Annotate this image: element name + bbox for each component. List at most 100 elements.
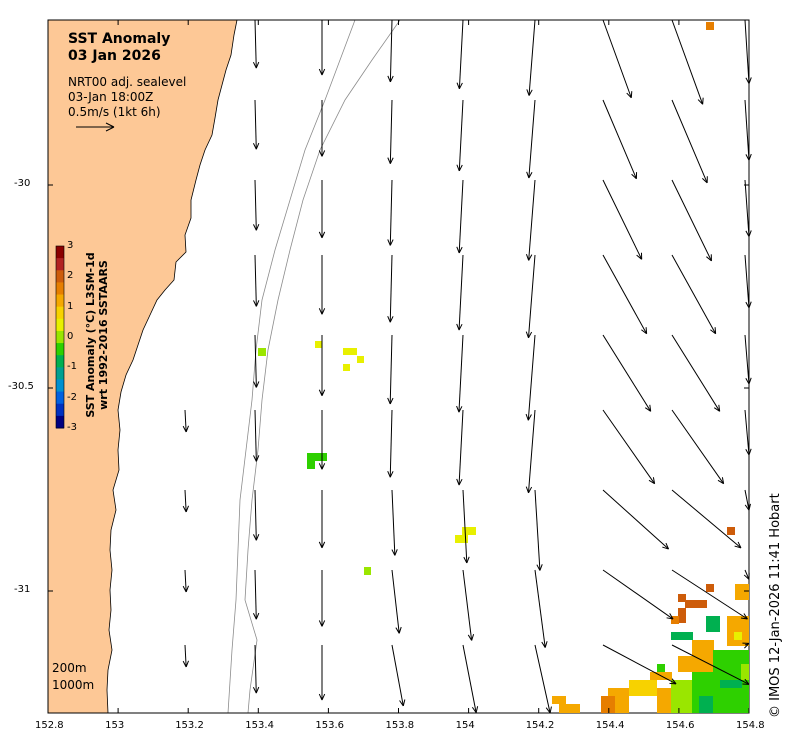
anomaly-cell	[343, 348, 357, 355]
current-arrow	[387, 334, 394, 405]
timestamp-label: 03-Jan 18:00Z	[68, 90, 154, 104]
anomaly-cell	[685, 600, 707, 608]
current-arrow	[742, 642, 750, 649]
current-arrow	[744, 254, 752, 309]
current-arrow	[318, 335, 326, 396]
anomaly-cell	[601, 696, 615, 713]
colorbar-tick-label: 0	[67, 331, 74, 342]
current-vectors	[182, 19, 752, 714]
anomaly-cell	[315, 341, 322, 348]
anomaly-cell	[706, 22, 714, 30]
colorbar-segment	[56, 391, 64, 405]
anomaly-cell	[678, 594, 686, 602]
anomaly-cell	[678, 608, 686, 623]
anomaly-cell	[258, 348, 266, 356]
current-arrow	[318, 100, 326, 157]
colorbar-segment	[56, 294, 64, 308]
current-arrow	[462, 644, 479, 713]
current-arrow	[671, 99, 708, 184]
current-arrow	[534, 644, 552, 714]
colorbar-tick-label: -3	[67, 422, 77, 433]
current-arrow	[318, 570, 326, 627]
current-arrow	[391, 489, 398, 556]
x-tick-label: 154	[455, 720, 475, 731]
anomaly-cell	[307, 453, 327, 461]
current-arrow	[602, 254, 648, 335]
current-arrow	[744, 409, 752, 456]
current-arrow	[318, 180, 326, 239]
credit-text: © IMOS 12-Jan-2026 11:41 Hobart	[768, 493, 783, 718]
current-arrow	[525, 334, 536, 421]
anomaly-cell	[671, 616, 679, 624]
current-arrow	[456, 19, 464, 90]
anomaly-cell	[671, 632, 693, 640]
current-arrow	[602, 334, 652, 412]
anomaly-cell	[741, 664, 749, 680]
y-tick-label: -30.5	[8, 381, 34, 392]
isobath-200m	[227, 19, 356, 714]
anomaly-cell	[462, 527, 476, 535]
anomaly-cell	[706, 616, 720, 632]
anomaly-cell	[727, 616, 749, 646]
current-arrow	[744, 19, 752, 84]
map-title: SST Anomaly	[68, 31, 171, 47]
current-arrow	[318, 255, 326, 315]
current-arrow	[387, 409, 394, 478]
scale-arrow	[76, 122, 115, 132]
current-arrow	[671, 334, 721, 412]
x-tick-label: 154.2	[525, 720, 555, 731]
current-arrow	[253, 334, 260, 388]
isobath-label-1000m: 1000m	[52, 678, 95, 692]
current-arrow	[462, 489, 470, 564]
anomaly-cell	[559, 704, 580, 713]
colorbar-segment	[56, 330, 64, 344]
y-tick-label: -31	[14, 584, 31, 595]
colorbar-tick-label: 1	[67, 300, 74, 312]
anomaly-cell	[657, 688, 671, 713]
colorbar-segment	[56, 258, 64, 271]
current-arrow	[602, 409, 656, 485]
current-arrow	[253, 409, 260, 462]
current-arrow	[253, 179, 260, 231]
colorbar-tick-label: 3	[67, 240, 74, 251]
current-arrow	[671, 179, 712, 262]
colorbar-tick-label: 2	[67, 270, 74, 282]
current-arrow	[456, 179, 464, 254]
colorbar-segment	[56, 246, 64, 259]
anomaly-cell	[692, 640, 714, 656]
current-arrow	[252, 19, 260, 69]
x-tick-label: 153.2	[175, 720, 204, 731]
colorbar-segment	[56, 343, 64, 356]
axis-ticks	[47, 20, 750, 713]
colorbar-segment	[56, 282, 64, 296]
anomaly-cell	[629, 680, 657, 696]
colorbar-segment	[56, 367, 64, 380]
current-arrow	[391, 644, 406, 707]
current-arrow	[602, 644, 677, 685]
colorbar-segment	[56, 318, 64, 332]
current-arrow	[602, 569, 674, 620]
current-arrow	[456, 99, 464, 172]
current-arrow	[602, 19, 633, 99]
current-arrow	[182, 409, 190, 433]
current-arrow	[456, 409, 464, 486]
current-arrow	[671, 254, 717, 335]
colorbar-segment	[56, 415, 64, 429]
anomaly-cell	[734, 632, 742, 640]
x-tick-label: 152.8	[35, 720, 64, 731]
anomaly-cell	[706, 584, 714, 592]
anomaly-cell	[720, 680, 742, 688]
current-arrow	[456, 254, 464, 331]
anomaly-cell	[552, 696, 566, 704]
scale-label: 0.5m/s (1kt 6h)	[68, 105, 161, 119]
current-arrow	[391, 569, 402, 634]
colorbar-segment	[56, 379, 64, 393]
current-arrow	[534, 489, 543, 571]
current-arrow	[671, 409, 725, 485]
colorbar	[55, 245, 65, 429]
x-tick-label: 153.4	[245, 720, 274, 731]
current-arrow	[743, 569, 750, 580]
current-arrow	[744, 179, 752, 237]
colorbar-frame	[55, 245, 65, 429]
colorbar-segment	[56, 306, 64, 320]
